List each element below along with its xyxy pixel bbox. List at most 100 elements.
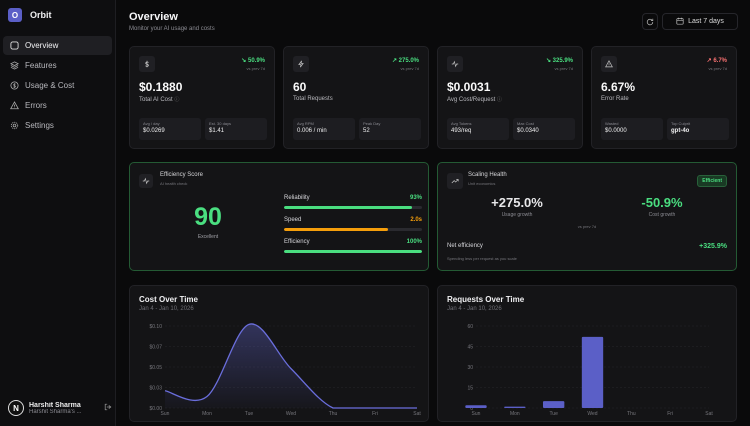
metric-value: 93%: [409, 195, 422, 201]
mini-stat: Avg Tokens 493/req: [447, 118, 509, 140]
trend-comparison: vs prev 7d: [400, 66, 419, 71]
sidebar-item-label: Settings: [25, 121, 54, 130]
metric-label: Speed: [284, 217, 302, 223]
requests-bar: [581, 336, 604, 408]
progress-fill: [284, 206, 413, 209]
metric-speed: Speed 2.0s: [284, 217, 422, 231]
y-tick-label: $0.05: [149, 365, 162, 371]
sidebar-item-overview[interactable]: Overview: [3, 36, 112, 55]
app-name: Orbit: [30, 10, 52, 20]
date-range-label: Last 7 days: [688, 18, 724, 25]
net-efficiency-value: +325.9%: [699, 243, 727, 250]
chart-title: Requests Over Time: [447, 295, 525, 304]
mini-stat: Avg / day $0.0269: [139, 118, 201, 140]
chart-title: Cost Over Time: [139, 295, 198, 304]
user-profile[interactable]: N Harshit Sharma Harshit Sharma's ...: [8, 398, 112, 418]
sidebar-item-label: Features: [25, 61, 57, 70]
x-tick-label: Sun: [161, 411, 170, 417]
x-tick-label: Fri: [667, 411, 673, 417]
trend-badge: ↗ 6.7%: [706, 58, 727, 64]
progress-bar: [284, 250, 422, 253]
x-tick-label: Thu: [329, 411, 338, 417]
x-tick-label: Sun: [472, 411, 481, 417]
usage-growth-label: Usage growth: [501, 212, 533, 218]
mini-stat: Peak Day 52: [359, 118, 421, 140]
stat-label: Error Rate: [601, 96, 629, 102]
info-icon[interactable]: ⓘ: [174, 97, 180, 103]
requests-bar: [504, 406, 526, 408]
sidebar-item-features[interactable]: Features: [3, 56, 112, 75]
layers-icon: [9, 61, 19, 71]
y-tick-label: $0.00: [149, 406, 162, 412]
cost-growth-value: -50.9%: [641, 195, 683, 210]
metric-value: 2.0s: [410, 217, 422, 223]
stat-card-total-cost: ↘ 50.9% vs prev 7d $0.1880 Total AI Cost…: [129, 46, 275, 149]
activity-icon: [139, 174, 153, 188]
trending-up-icon: [447, 173, 463, 189]
trend-comparison: vs prev 7d: [708, 66, 727, 71]
sidebar-item-errors[interactable]: Errors: [3, 96, 112, 115]
metric-reliability: Reliability 93%: [284, 195, 422, 209]
metric-efficiency: Efficiency 100%: [284, 239, 422, 253]
chart-subtitle: Jan 4 - Jan 10, 2026: [139, 306, 194, 312]
trend-badge: ↘ 325.9%: [545, 58, 573, 64]
refresh-button[interactable]: [642, 13, 658, 30]
stat-card-total-requests: ↗ 275.0% vs prev 7d 60 Total Requests Av…: [283, 46, 429, 149]
refresh-icon: [646, 13, 654, 31]
stat-value: 6.67%: [601, 80, 636, 94]
sidebar-item-settings[interactable]: Settings: [3, 116, 112, 135]
net-efficiency-subtitle: Spending less per request as you scale: [447, 256, 517, 261]
metric-value: 100%: [406, 239, 422, 245]
cost-chart-panel: Cost Over Time Jan 4 - Jan 10, 2026 $0.0…: [129, 285, 429, 422]
info-icon[interactable]: ⓘ: [496, 97, 502, 103]
mini-stat: Wasted $0.0000: [601, 118, 663, 140]
panel-subtitle: AI health check: [160, 181, 188, 186]
y-tick-label: 60: [467, 324, 473, 330]
trend-comparison: vs prev 7d: [554, 66, 573, 71]
usage-growth-value: +275.0%: [491, 195, 543, 210]
logout-icon[interactable]: [104, 403, 112, 413]
net-efficiency-label: Net efficiency: [447, 243, 483, 249]
cost-growth: -50.9% Cost growth: [607, 195, 717, 218]
chart-subtitle: Jan 4 - Jan 10, 2026: [447, 306, 502, 312]
progress-bar: [284, 206, 422, 209]
panel-title: Efficiency Score: [160, 172, 203, 178]
user-info: Harshit Sharma Harshit Sharma's ...: [29, 402, 99, 415]
efficiency-score-panel: Efficiency Score AI health check 90 Exce…: [129, 162, 429, 271]
stat-label: Avg Cost/Request ⓘ: [447, 97, 502, 103]
logo-mark: O: [8, 8, 22, 22]
dollar-icon: [9, 81, 19, 91]
sidebar-nav: Overview Features Usage & Cost Errors Se…: [3, 36, 112, 136]
main-content: Overview Monitor your AI usage and costs…: [129, 0, 743, 426]
stat-label: Total AI Cost ⓘ: [139, 97, 180, 103]
x-tick-label: Wed: [587, 411, 597, 417]
trend-badge: ↘ 50.9%: [241, 58, 265, 64]
y-tick-label: 15: [467, 386, 473, 392]
stat-value: $0.0031: [447, 80, 491, 94]
user-workspace: Harshit Sharma's ...: [29, 408, 82, 415]
y-tick-label: $0.03: [149, 386, 162, 392]
date-range-select[interactable]: Last 7 days: [662, 13, 738, 30]
dollar-icon: [139, 56, 155, 72]
usage-growth: +275.0% Usage growth: [462, 195, 572, 218]
bolt-icon: [293, 56, 309, 72]
scaling-comparison: vs prev 7d: [577, 224, 597, 229]
stat-value: 60: [293, 80, 307, 94]
trend-badge: ↗ 275.0%: [391, 58, 419, 64]
requests-chart-panel: Requests Over Time Jan 4 - Jan 10, 2026 …: [437, 285, 737, 422]
y-tick-label: 45: [467, 345, 473, 351]
mini-stat: Top Culprit gpt-4o: [667, 118, 729, 140]
x-tick-label: Sat: [413, 411, 421, 417]
logo[interactable]: O Orbit: [8, 8, 52, 22]
x-tick-label: Mon: [510, 411, 520, 417]
x-tick-label: Mon: [202, 411, 212, 417]
activity-icon: [447, 56, 463, 72]
requests-bar: [465, 405, 487, 408]
x-tick-label: Fri: [372, 411, 378, 417]
y-tick-label: 30: [467, 365, 473, 371]
mini-stat: Avg RPM 0.006 / min: [293, 118, 355, 140]
gear-icon: [9, 121, 19, 131]
sidebar-item-usage-cost[interactable]: Usage & Cost: [3, 76, 112, 95]
x-tick-label: Wed: [286, 411, 296, 417]
trend-comparison: vs prev 7d: [246, 66, 265, 71]
